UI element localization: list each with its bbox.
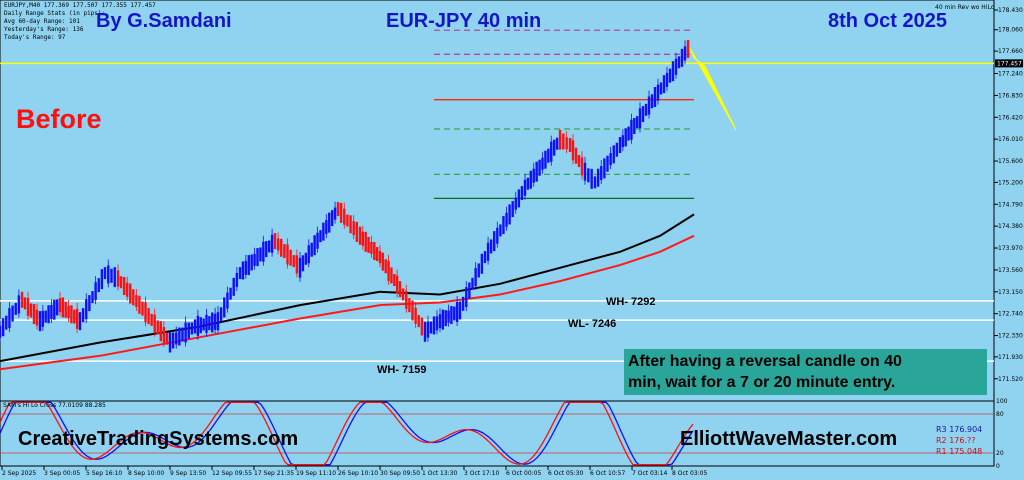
y-tick-label: 175.200 bbox=[998, 179, 1023, 186]
brand-right: ElliottWaveMaster.com bbox=[680, 428, 898, 450]
y-tick-label: 177.240 bbox=[998, 71, 1023, 78]
symbol-info: EURJPY,M40 177.369 177.507 177.355 177.4… bbox=[4, 2, 156, 9]
x-tick-label: 1 Oct 13:30 bbox=[422, 470, 457, 477]
y-tick-label: 178.060 bbox=[998, 27, 1023, 34]
x-tick-label: 8 Sep 10:00 bbox=[128, 470, 164, 477]
note-box: After having a reversal candle on 40 min… bbox=[624, 349, 987, 395]
today-range: Today's Range: 97 bbox=[4, 34, 66, 41]
y-tick-label: 173.970 bbox=[998, 245, 1023, 252]
note-line-2: min, wait for a 7 or 20 minute entry. bbox=[628, 374, 896, 391]
indicator-tag: 40 min Rev wo HiLo bbox=[935, 4, 995, 11]
x-tick-label: 2 Sep 2025 bbox=[2, 470, 36, 477]
y-tick-label: 172.740 bbox=[998, 311, 1023, 318]
x-tick-label: 30 Sep 09:50 bbox=[380, 470, 420, 477]
y-tick-label: 175.600 bbox=[998, 158, 1023, 165]
x-tick-label: 19 Sep 11:10 bbox=[296, 470, 336, 477]
chart-title: EUR-JPY 40 min bbox=[386, 10, 542, 32]
y-tick-label: 171.930 bbox=[998, 354, 1023, 361]
y-tick-label: 172.330 bbox=[998, 333, 1023, 340]
wl-label: WL- 7246 bbox=[568, 318, 617, 330]
price-tag-bg bbox=[995, 59, 1023, 68]
moving-average-red bbox=[0, 234, 695, 371]
moving-average-black bbox=[0, 213, 695, 363]
y-tick-label: 174.380 bbox=[998, 223, 1023, 230]
x-tick-label: 3 Sep 00:05 bbox=[44, 470, 80, 477]
oscillator-tick-label: 100 bbox=[996, 398, 1008, 405]
wh-lower-label: WH- 7159 bbox=[377, 364, 427, 376]
x-tick-label: 6 Oct 00:05 bbox=[506, 470, 541, 477]
x-tick-label: 5 Sep 16:10 bbox=[86, 470, 122, 477]
x-tick-label: 7 Oct 03:14 bbox=[632, 470, 667, 477]
y-tick-label: 171.520 bbox=[998, 376, 1023, 383]
avg-range: Avg 60-day Range: 101 bbox=[4, 18, 80, 25]
oscillator-title: SAM's Hi Lo Cross 77.0109 88.285 bbox=[3, 402, 106, 409]
x-tick-label: 8 Oct 03:05 bbox=[672, 470, 707, 477]
projection-arrow bbox=[689, 47, 737, 131]
x-tick-label: 6 Oct 10:57 bbox=[590, 470, 625, 477]
x-tick-label: 12 Sep 09:55 bbox=[212, 470, 252, 477]
chart-date: 8th Oct 2025 bbox=[828, 10, 947, 32]
price-tag: 177.457 bbox=[997, 60, 1022, 67]
oscillator-tick-label: 80 bbox=[996, 411, 1004, 418]
wh-upper-label: WH- 7292 bbox=[606, 296, 656, 308]
y-tick-label: 178.430 bbox=[998, 7, 1023, 14]
before-label: Before bbox=[16, 104, 102, 134]
x-tick-label: 6 Oct 05:30 bbox=[548, 470, 583, 477]
y-tick-label: 173.560 bbox=[998, 267, 1023, 274]
pivot-label: R2 176.?? bbox=[936, 436, 976, 445]
x-tick-label: 9 Sep 13:50 bbox=[170, 470, 206, 477]
yesterday-range: Yesterday's Range: 136 bbox=[4, 26, 84, 33]
brand-left: CreativeTradingSystems.com bbox=[18, 428, 299, 450]
oscillator-tick-label: 20 bbox=[996, 450, 1004, 457]
y-tick-label: 176.420 bbox=[998, 114, 1023, 121]
x-tick-label: 3 Oct 17:10 bbox=[464, 470, 499, 477]
y-tick-label: 176.830 bbox=[998, 92, 1023, 99]
author-label: By G.Samdani bbox=[96, 10, 232, 32]
y-tick-label: 177.660 bbox=[998, 48, 1023, 55]
y-tick-label: 174.790 bbox=[998, 201, 1023, 208]
pivot-label: R3 176.904 bbox=[936, 425, 982, 434]
stats-title: Daily Range Stats (in pips): bbox=[4, 10, 106, 17]
x-tick-label: 26 Sep 10:10 bbox=[338, 470, 378, 477]
oscillator-slow-line bbox=[0, 401, 694, 466]
y-tick-label: 176.010 bbox=[998, 136, 1023, 143]
oscillator-tick-label: 0 bbox=[996, 463, 1000, 470]
x-tick-label: 17 Sep 21:35 bbox=[254, 470, 294, 477]
note-line-1: After having a reversal candle on 40 bbox=[628, 353, 902, 370]
y-tick-label: 173.150 bbox=[998, 289, 1023, 296]
pivot-label: R1 175.048 bbox=[936, 447, 982, 456]
